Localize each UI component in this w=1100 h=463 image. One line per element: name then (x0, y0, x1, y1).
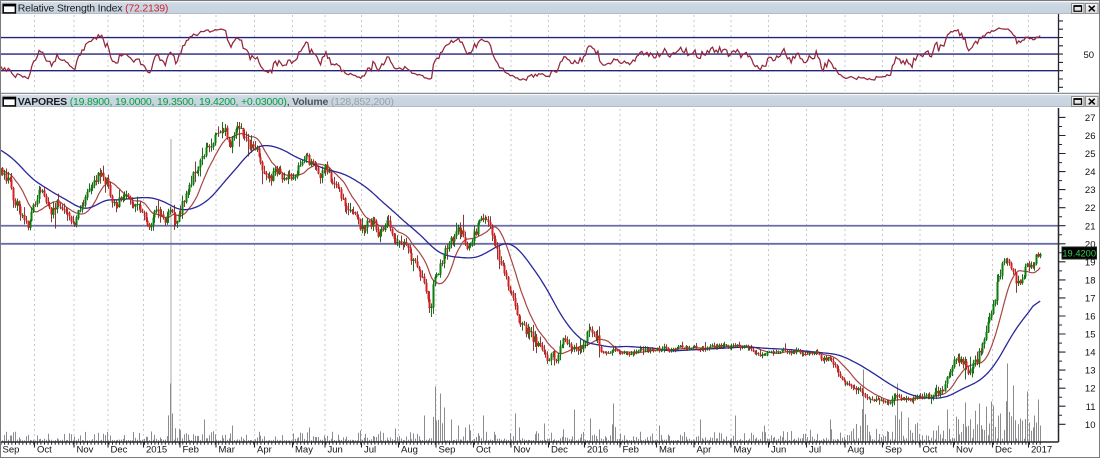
svg-text:Aug: Aug (401, 444, 418, 455)
svg-text:Sep: Sep (439, 444, 456, 455)
svg-text:Feb: Feb (183, 444, 199, 455)
svg-text:12: 12 (1085, 384, 1096, 395)
svg-text:Jul: Jul (809, 444, 821, 455)
svg-text:16: 16 (1085, 312, 1096, 323)
svg-text:Apr: Apr (697, 444, 712, 455)
svg-text:2016: 2016 (587, 444, 608, 455)
svg-text:Oct: Oct (923, 444, 938, 455)
svg-text:Nov: Nov (514, 444, 531, 455)
svg-text:Dec: Dec (995, 444, 1012, 455)
svg-text:Sep: Sep (3, 444, 20, 455)
svg-text:26: 26 (1085, 131, 1096, 142)
svg-text:VAPORES (19.8900, 19.0000, 19.: VAPORES (19.8900, 19.0000, 19.3500, 19.4… (18, 96, 394, 108)
svg-text:2017: 2017 (1031, 444, 1052, 455)
svg-text:13: 13 (1085, 366, 1096, 377)
svg-text:22: 22 (1085, 203, 1096, 214)
svg-text:Nov: Nov (956, 444, 973, 455)
svg-text:50: 50 (1084, 50, 1095, 61)
svg-text:Dec: Dec (551, 444, 568, 455)
svg-text:Mar: Mar (659, 444, 675, 455)
svg-text:Oct: Oct (476, 444, 491, 455)
svg-text:17: 17 (1085, 293, 1096, 304)
svg-text:Jun: Jun (771, 444, 786, 455)
svg-text:Apr: Apr (257, 444, 272, 455)
svg-text:Nov: Nov (77, 444, 94, 455)
svg-text:May: May (734, 444, 752, 455)
svg-text:Jun: Jun (328, 444, 343, 455)
svg-text:24: 24 (1085, 167, 1096, 178)
svg-text:27: 27 (1085, 113, 1096, 124)
svg-text:Dec: Dec (111, 444, 128, 455)
svg-text:19.4200: 19.4200 (1062, 248, 1096, 258)
svg-text:Jul: Jul (364, 444, 376, 455)
svg-text:Oct: Oct (37, 444, 52, 455)
svg-text:Sep: Sep (885, 444, 902, 455)
svg-text:25: 25 (1085, 149, 1096, 160)
svg-text:2015: 2015 (146, 444, 167, 455)
svg-text:May: May (295, 444, 313, 455)
svg-text:14: 14 (1085, 348, 1096, 359)
svg-text:Aug: Aug (848, 444, 865, 455)
svg-text:10: 10 (1085, 420, 1096, 431)
svg-text:20: 20 (1085, 239, 1096, 250)
svg-text:19: 19 (1085, 257, 1096, 268)
svg-text:Relative Strength Index (72.21: Relative Strength Index (72.2139) (18, 3, 168, 15)
svg-text:Feb: Feb (623, 444, 639, 455)
svg-text:18: 18 (1085, 275, 1096, 286)
svg-text:15: 15 (1085, 330, 1096, 341)
svg-text:11: 11 (1086, 402, 1096, 413)
svg-text:21: 21 (1085, 221, 1096, 232)
svg-text:Mar: Mar (219, 444, 235, 455)
svg-text:23: 23 (1085, 185, 1096, 196)
